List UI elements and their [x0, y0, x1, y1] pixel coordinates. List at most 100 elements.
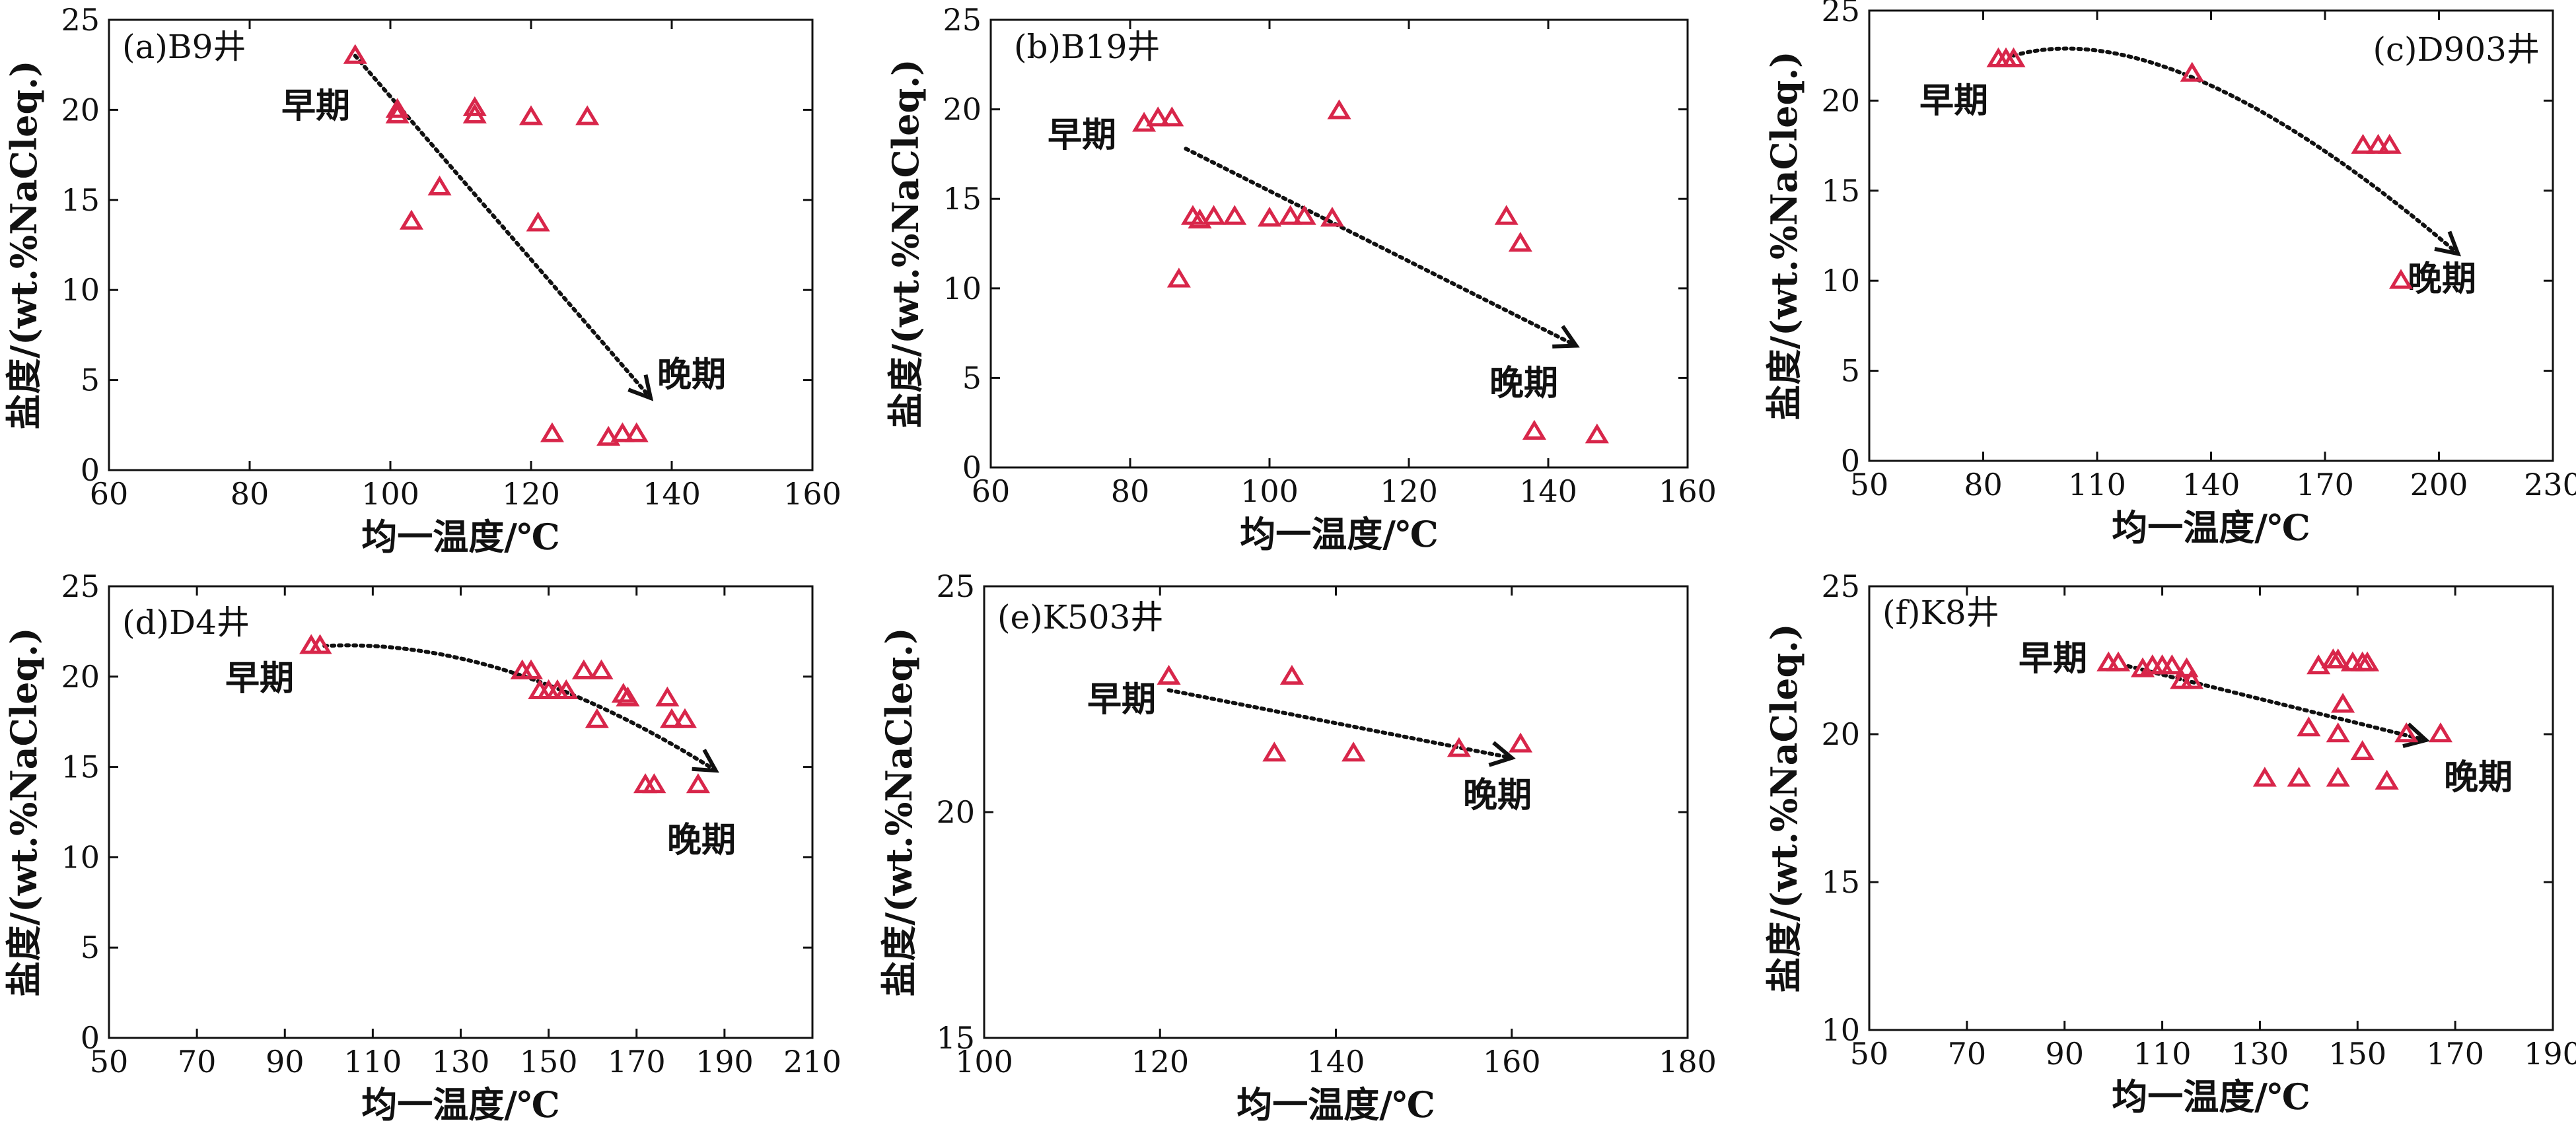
x-tick-label: 140: [2182, 467, 2240, 502]
data-point: [1157, 664, 1181, 685]
data-point: [1279, 664, 1305, 685]
x-tick-label: 60: [90, 476, 129, 512]
data-point: [462, 96, 487, 116]
data-point: [2297, 716, 2321, 737]
x-axis-title: 均一温度/℃: [1240, 513, 1438, 555]
panel-label: (d)D4井: [122, 603, 250, 642]
data-point: [308, 634, 332, 654]
data-point: [1327, 99, 1351, 120]
plot-frame: [989, 18, 1689, 469]
late-phase-label: 晚期: [657, 355, 726, 395]
x-tick-label: 230: [2524, 467, 2576, 502]
y-tick-label: 10: [61, 272, 100, 308]
data-point: [2326, 767, 2350, 787]
x-tick-label: 140: [1519, 473, 1577, 509]
y-tick-label: 15: [1821, 173, 1860, 209]
data-point: [1522, 419, 1546, 440]
data-point: [462, 103, 487, 123]
data-point: [611, 683, 635, 703]
y-tick-label: 10: [1821, 1012, 1860, 1048]
y-axis-title: 盐度/(wt.%NaCleq.): [884, 59, 927, 428]
data-point: [2001, 47, 2026, 67]
x-tick-label: 170: [608, 1044, 666, 1080]
x-tick-label: 60: [972, 473, 1011, 509]
data-point: [2106, 651, 2131, 671]
x-tick-label: 50: [90, 1044, 129, 1080]
plot-frame: [983, 585, 1689, 1039]
x-axis-title: 均一温度/℃: [1236, 1083, 1435, 1126]
data-point: [1262, 741, 1287, 762]
plot-frame: [108, 18, 814, 471]
x-tick-label: 130: [432, 1044, 490, 1080]
x-tick-label: 100: [361, 476, 419, 512]
y-tick-label: 0: [81, 1020, 100, 1056]
data-point: [589, 659, 614, 679]
x-tick-label: 170: [2296, 467, 2354, 502]
plot-frame: [108, 585, 814, 1039]
y-tick-label: 25: [1821, 568, 1860, 604]
y-axis-title: 盐度/(wt.%NaCleq.): [3, 60, 45, 429]
data-point: [2394, 722, 2419, 743]
y-tick-label: 15: [1821, 864, 1860, 900]
data-point: [585, 708, 609, 728]
y-tick-label: 15: [61, 749, 100, 785]
y-tick-label: 10: [61, 839, 100, 875]
x-tick-label: 100: [1240, 473, 1299, 509]
data-point: [642, 773, 666, 794]
x-tick-label: 200: [2410, 467, 2468, 502]
data-point: [2355, 651, 2380, 671]
x-tick-label: 120: [1131, 1044, 1189, 1080]
data-point: [554, 679, 579, 699]
trend-arrowhead: [1488, 741, 1516, 767]
data-point: [399, 209, 424, 230]
trend-arrowhead: [627, 374, 654, 401]
data-point: [2179, 669, 2203, 689]
x-tick-label: 80: [1111, 473, 1150, 509]
data-point: [1223, 205, 1247, 225]
y-tick-label: 20: [61, 92, 100, 127]
data-point: [1342, 741, 1366, 762]
x-tick-label: 70: [178, 1044, 217, 1080]
data-point: [2351, 133, 2375, 154]
trend-arrow-line: [1184, 147, 1579, 348]
data-point: [2428, 722, 2453, 743]
data-point: [2350, 740, 2375, 761]
x-axis-title: 均一温度/℃: [361, 516, 559, 558]
x-tick-label: 110: [343, 1044, 402, 1080]
x-tick-label: 130: [2231, 1036, 2289, 1072]
x-axis-title: 均一温度/℃: [2112, 506, 2310, 549]
chart-panel-6: 50 70 90 110 130 150 170 190 10 15 20 25 均一温度/℃ 盐度/(w…: [1763, 568, 2576, 1118]
late-phase-label: 晚期: [2444, 757, 2513, 798]
y-tick-label: 15: [61, 182, 100, 218]
data-point: [2375, 769, 2399, 790]
trend-arrow-line: [1166, 688, 1514, 760]
data-point: [2180, 61, 2204, 82]
panel-label: (f)K8井: [1882, 594, 1999, 632]
data-point: [526, 211, 550, 232]
trend-arrow-line: [2126, 664, 2428, 742]
x-tick-label: 140: [1307, 1044, 1365, 1080]
early-phase-label: 早期: [281, 86, 350, 126]
early-phase-label: 早期: [2019, 638, 2087, 679]
data-point: [1447, 737, 1471, 757]
chart-panel-5: 100 120 140 160 180 15 20 25 均一温度/℃ 盐度/(wt.%NaCle…: [878, 568, 1717, 1126]
data-point: [2331, 693, 2355, 713]
data-point: [1585, 423, 1609, 444]
data-point: [385, 98, 410, 118]
y-tick-label: 5: [81, 930, 100, 965]
data-point: [1292, 205, 1316, 225]
x-tick-label: 90: [2045, 1036, 2084, 1072]
trend-arrow-line: [322, 643, 718, 773]
y-tick-label: 15: [936, 1020, 975, 1056]
trend-arrowhead: [2402, 722, 2430, 749]
y-tick-label: 15: [943, 181, 982, 217]
data-point: [1166, 267, 1191, 288]
chart-panel-1: 60 80 100 120 140 160 0 5 10 15 20 25 均一温度/℃ 盐度/(wt.%…: [3, 2, 841, 558]
data-point: [2366, 133, 2390, 154]
x-tick-label: 160: [783, 476, 841, 512]
panel-label: (e)K503井: [997, 598, 1163, 636]
x-tick-label: 190: [2524, 1036, 2576, 1072]
data-point: [1188, 208, 1212, 228]
chart-panel-2: 60 80 100 120 140 160 0 5 10 15 20 25 均一温度/℃ 盐度/(wt.%…: [884, 2, 1717, 555]
y-axis-title: 盐度/(wt.%NaCleq.): [1763, 51, 1805, 420]
